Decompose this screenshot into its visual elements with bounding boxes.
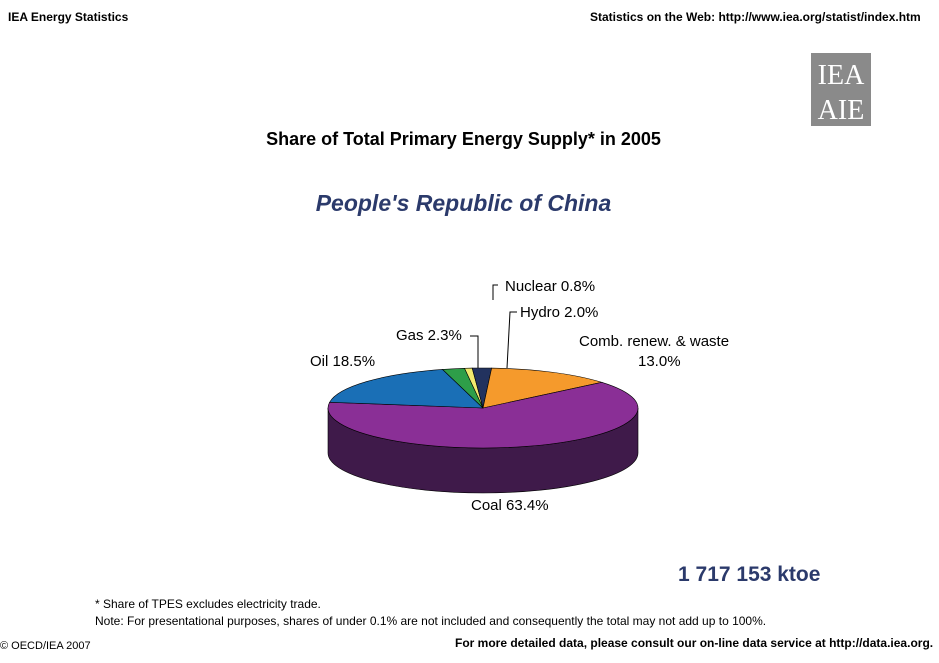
chart-title: Share of Total Primary Energy Supply* in… [266,129,661,149]
pie-slice-coal [327,381,639,449]
label-comb-renew-line1: Comb. renew. & waste [579,333,730,350]
header-left-title: IEA Energy Statistics [8,10,129,24]
iea-logo: IEA AIE [811,53,871,126]
logo-text-bottom: AIE [818,95,865,126]
label-oil: Oil 18.5% [310,353,376,370]
label-nuclear: Nuclear 0.8% [505,278,596,295]
total-supply-value: 1 717 153 ktoe [678,563,821,586]
label-gas: Gas 2.3% [396,327,462,344]
pie-slice-comb-renew-waste [482,367,603,409]
leader-nuclear [492,284,498,300]
header-stats-link[interactable]: Statistics on the Web: http://www.iea.or… [590,10,921,24]
logo-text-top: IEA [818,60,865,91]
footnote-tpes: * Share of TPES excludes electricity tra… [95,597,321,611]
label-coal: Coal 63.4% [471,497,549,514]
chart-subtitle: People's Republic of China [315,190,612,216]
footer-data-service-link[interactable]: For more detailed data, please consult o… [455,636,934,650]
label-comb-renew-line2: 13.0% [638,353,681,370]
copyright: © OECD/IEA 2007 [0,640,91,652]
leader-hydro [506,311,517,369]
label-hydro: Hydro 2.0% [520,304,599,321]
pie-tops [327,367,639,449]
pie-slice-gas [441,367,484,409]
pie-slice-oil [329,369,484,409]
leader-lines [470,284,517,369]
footnote-presentation: Note: For presentational purposes, share… [95,614,767,628]
leader-gas [470,335,479,368]
